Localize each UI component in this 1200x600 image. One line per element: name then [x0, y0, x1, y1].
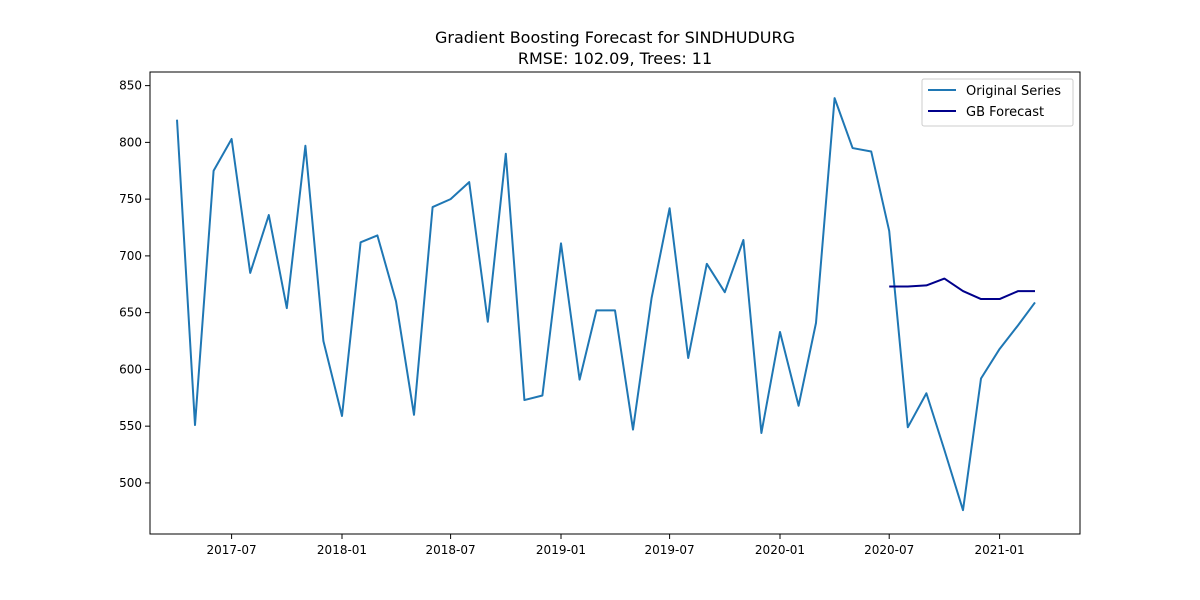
series-line-gb-forecast [889, 277, 1035, 301]
legend-label-gb-forecast: GB Forecast [966, 105, 1044, 120]
y-tick-label: 750 [119, 192, 142, 206]
x-axis: 2017-07 2018-01 2018-07 2019-01 2019-07 2020-… [207, 534, 1025, 557]
chart-subtitle: RMSE: 102.09, Trees: 11 [518, 49, 712, 68]
x-tick-label: 2018-07 [426, 543, 476, 557]
legend: Original Series GB Forecast [921, 78, 1074, 127]
x-tick-label: 2020-07 [864, 543, 914, 557]
y-tick-label: 500 [119, 476, 142, 490]
y-axis: 500 550 600 650 700 750 800 850 [119, 79, 150, 490]
y-tick-label: 650 [119, 306, 142, 320]
x-tick-label: 2020-01 [755, 543, 805, 557]
x-tick-label: 2019-07 [645, 543, 695, 557]
x-tick-label: 2021-01 [975, 543, 1025, 557]
x-tick-label: 2017-07 [207, 543, 257, 557]
series-line-original-series [176, 97, 1036, 512]
plot-frame [149, 71, 1081, 535]
y-tick-label: 600 [119, 362, 142, 376]
x-tick-label: 2019-01 [536, 543, 586, 557]
y-tick-label: 700 [119, 249, 142, 263]
legend-label-original-series: Original Series [966, 84, 1061, 99]
series-layer [176, 97, 1036, 512]
legend-box [921, 78, 1074, 127]
chart-title: Gradient Boosting Forecast for SINDHUDUR… [435, 28, 795, 47]
y-tick-label: 800 [119, 135, 142, 149]
x-tick-label: 2018-01 [317, 543, 367, 557]
y-tick-label: 550 [119, 419, 142, 433]
y-tick-label: 850 [119, 79, 142, 93]
